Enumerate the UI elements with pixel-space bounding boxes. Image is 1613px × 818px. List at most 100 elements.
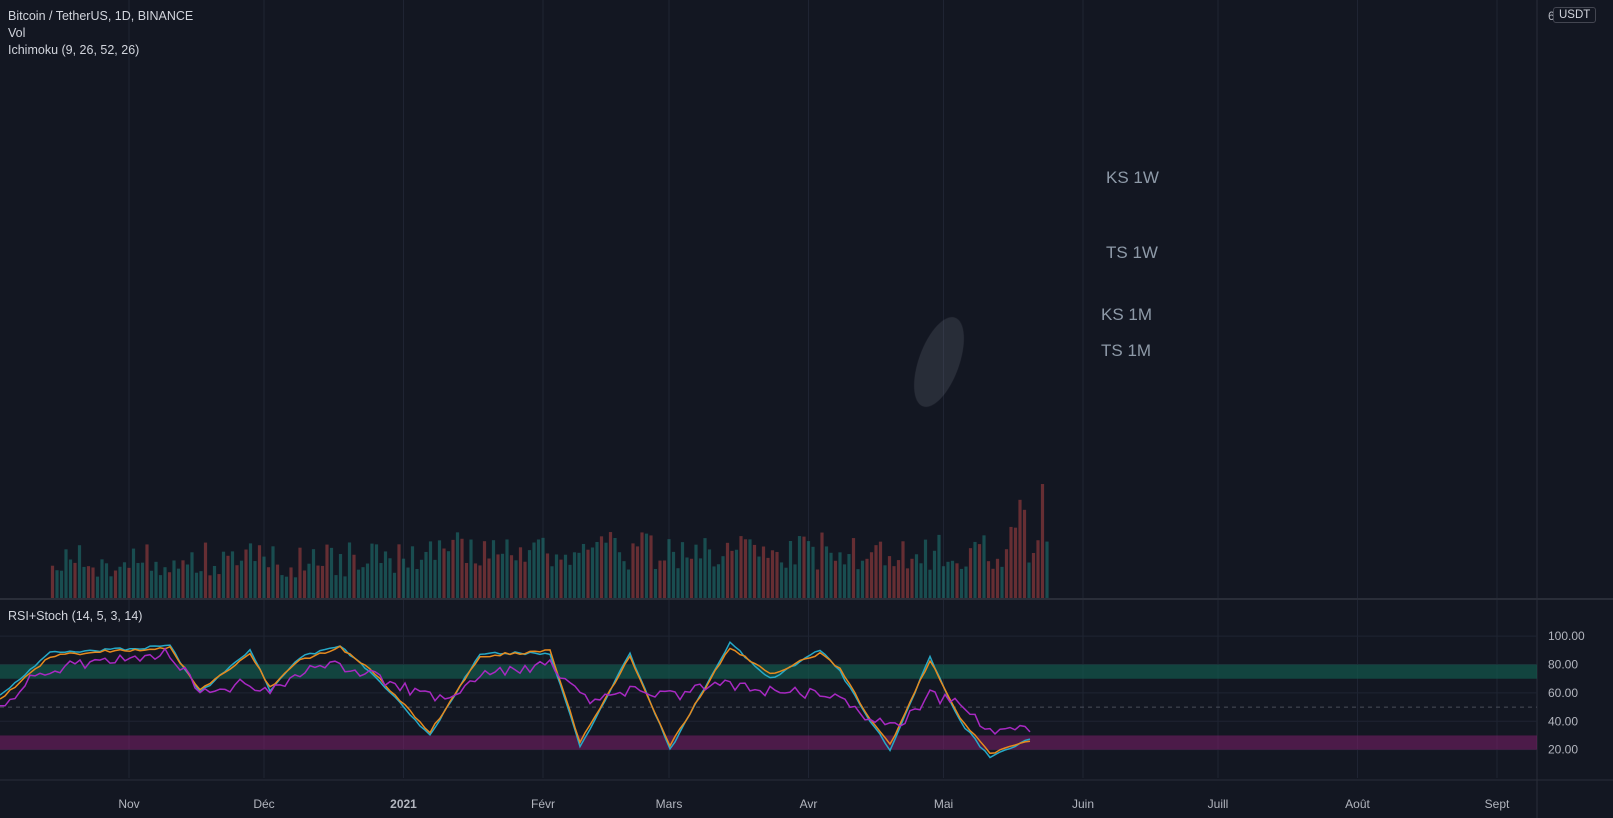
- time-axis-label[interactable]: Déc: [253, 797, 274, 811]
- volume-bar: [487, 558, 491, 598]
- symbol-title[interactable]: Bitcoin / TetherUS, 1D, BINANCE: [8, 9, 194, 23]
- volume-bar: [469, 539, 473, 598]
- volume-bar: [482, 541, 487, 598]
- volume-bar: [491, 540, 496, 598]
- trendlines[interactable]: [215, 0, 1529, 413]
- volume-bar: [235, 565, 239, 598]
- volume-bar: [617, 552, 622, 598]
- volume-bar: [68, 559, 73, 598]
- volume-bar: [914, 554, 919, 598]
- volume-bar: [131, 548, 136, 598]
- rsi-stoch-indicator-label[interactable]: RSI+Stoch (14, 5, 3, 14): [8, 609, 143, 623]
- volume-bar: [181, 560, 185, 598]
- annotation-label: KS 1M: [1101, 305, 1152, 324]
- time-axis-label[interactable]: Févr: [531, 797, 555, 811]
- time-axis-label[interactable]: 2021: [390, 797, 417, 811]
- volume-bar: [478, 565, 482, 598]
- highlight-ellipse[interactable]: [904, 311, 974, 413]
- volume-bar: [784, 567, 788, 598]
- price-axis[interactable]: 16000.0020000.0024000.0028000.0032000.00…: [1548, 0, 1598, 757]
- volume-bar: [752, 544, 757, 598]
- volume-bar: [347, 542, 352, 598]
- volume-bar: [73, 562, 77, 598]
- volume-bar: [316, 565, 320, 598]
- time-axis-label[interactable]: Août: [1345, 797, 1370, 811]
- volume-bar: [910, 558, 914, 598]
- volume-bar: [892, 566, 896, 598]
- volume-bar: [442, 548, 446, 598]
- volume-bar: [289, 567, 293, 598]
- osc-axis-label[interactable]: 80.00: [1548, 658, 1578, 672]
- volume-bar: [964, 566, 968, 598]
- volume-bar: [1040, 484, 1045, 598]
- time-axis-label[interactable]: Juill: [1208, 797, 1229, 811]
- time-axis-label[interactable]: Sept: [1485, 797, 1510, 811]
- volume-bar: [527, 550, 532, 598]
- volume-bar: [194, 572, 199, 598]
- volume-bar: [451, 539, 455, 598]
- volume-bar: [991, 568, 995, 598]
- volume-bar: [212, 565, 217, 598]
- time-axis-label[interactable]: Nov: [118, 797, 139, 811]
- osc-axis-label[interactable]: 100.00: [1548, 629, 1585, 643]
- volume-bar: [208, 575, 212, 598]
- volume-bar: [847, 554, 851, 598]
- volume-bar: [113, 570, 118, 598]
- volume-bar: [649, 535, 653, 598]
- volume-bar: [149, 570, 154, 598]
- time-axis-label[interactable]: Mars: [656, 797, 683, 811]
- volume-bar: [734, 549, 739, 598]
- time-axis-label[interactable]: Juin: [1072, 797, 1094, 811]
- volume-bar: [424, 551, 428, 598]
- volume-bar: [716, 564, 721, 598]
- annotation-label: TS 1M: [1101, 341, 1151, 360]
- time-axis[interactable]: Nov Déc 2021 Févr Mars Avr Mai Juin Juill Août Sep…: [118, 797, 1510, 811]
- volume-bar: [842, 564, 847, 598]
- volume-bar: [644, 533, 649, 598]
- volume-bar: [1009, 526, 1013, 598]
- volume-bar: [577, 552, 581, 598]
- volume-bar: [986, 561, 991, 598]
- volume-bar: [766, 557, 770, 598]
- time-axis-label[interactable]: Avr: [800, 797, 818, 811]
- volume-bar: [298, 547, 302, 598]
- volume-bar: [203, 542, 208, 598]
- volume-bar: [599, 536, 604, 598]
- currency-badge[interactable]: USDT: [1553, 7, 1597, 23]
- volume-bar: [415, 568, 419, 598]
- volume-bar: [937, 534, 941, 598]
- ichimoku-indicator-label[interactable]: Ichimoku (9, 26, 52, 26): [8, 43, 140, 57]
- osc-axis-label[interactable]: 20.00: [1548, 743, 1578, 757]
- volume-bar: [581, 543, 586, 598]
- volume-bar: [239, 560, 244, 598]
- volume-bar: [253, 561, 257, 598]
- volume-bar: [545, 553, 550, 598]
- volume-indicator-label[interactable]: Vol: [8, 26, 26, 40]
- volume-bar: [658, 560, 662, 598]
- volume-bar: [406, 567, 410, 598]
- osc-axis-label[interactable]: 60.00: [1548, 686, 1578, 700]
- volume-bar: [703, 538, 707, 598]
- volume-bar: [572, 552, 577, 598]
- volume-bar: [154, 561, 158, 598]
- volume-bar: [59, 570, 64, 598]
- volume-bar: [694, 544, 698, 598]
- volume-bar: [410, 546, 415, 598]
- volume-bar: [653, 568, 658, 598]
- volume-bar: [788, 540, 793, 598]
- osc-axis-label[interactable]: 40.00: [1548, 714, 1578, 728]
- volume-bar: [392, 572, 397, 598]
- volume-bar: [604, 542, 608, 598]
- volume-bar: [1004, 549, 1009, 598]
- volume-bar: [514, 560, 518, 598]
- volume-bar: [500, 553, 505, 598]
- volume-bar: [509, 555, 514, 598]
- volume-bar: [905, 568, 910, 598]
- volume-bar: [199, 571, 203, 598]
- volume-bar: [707, 549, 712, 598]
- volume-bar: [532, 542, 536, 598]
- volume-bar: [127, 567, 131, 598]
- volume-bar: [325, 544, 329, 598]
- time-axis-label[interactable]: Mai: [934, 797, 953, 811]
